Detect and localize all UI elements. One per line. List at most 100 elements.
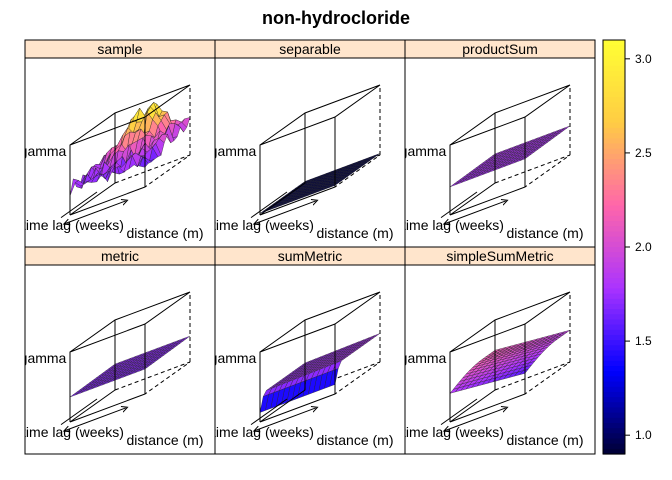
color-key-swatch	[603, 153, 625, 160]
color-key-swatch	[603, 236, 625, 243]
color-key-swatch	[603, 376, 625, 383]
color-key-swatch	[603, 102, 625, 108]
z-axis-label: gamma	[400, 350, 447, 366]
box-edge	[69, 84, 191, 215]
x-axis-arrow	[446, 408, 506, 430]
box-edge-hidden	[114, 154, 191, 188]
color-key-swatch	[603, 138, 625, 145]
color-key-tick-label: 1.5	[635, 334, 652, 348]
color-key-swatch	[603, 210, 625, 217]
color-key-swatch	[603, 143, 625, 150]
color-key-swatch	[603, 55, 625, 62]
x-axis-arrow	[66, 408, 126, 430]
color-key-swatch	[603, 443, 625, 450]
color-key-swatch	[603, 303, 625, 310]
color-key-swatch	[603, 412, 625, 419]
box-edge-hidden	[494, 361, 571, 395]
color-key-swatch	[603, 76, 625, 82]
color-key-swatch	[603, 371, 625, 377]
panel-sumMetric: sumMetric distance (m)time lag (weeks) gam…	[214, 246, 406, 455]
box-edge	[449, 84, 571, 215]
x-axis-arrow	[256, 408, 316, 430]
color-key-swatch	[603, 345, 625, 352]
color-key-swatch	[603, 314, 625, 321]
panel-sample: sample distance (m)time lag (weeks) gamma	[20, 39, 216, 248]
panel-border	[404, 264, 596, 455]
color-key-swatch	[603, 215, 625, 222]
y-axis-label: time lag (weeks)	[402, 217, 504, 233]
y-axis-label: time lag (weeks)	[22, 217, 124, 233]
color-key-swatch	[603, 159, 625, 165]
x-axis-label: distance (m)	[126, 432, 203, 448]
x-axis-arrow	[256, 201, 316, 223]
panel-productSum: productSum distance (m)time lag (weeks) ga…	[400, 39, 596, 248]
panel-simpleSumMetric: simpleSumMetric distance (m)time lag (wee…	[400, 246, 596, 455]
panel-strip-label: simpleSumMetric	[446, 248, 553, 264]
color-key-tick-label: 2.5	[635, 146, 652, 160]
color-key-swatch	[603, 272, 625, 279]
color-key-swatch	[603, 40, 625, 46]
surface-separable	[259, 153, 381, 214]
color-key-swatch	[603, 205, 625, 212]
box-edge-hidden	[494, 154, 571, 188]
color-key-swatch	[603, 293, 625, 300]
z-axis-label: gamma	[20, 143, 67, 159]
color-key-swatch	[603, 164, 625, 170]
color-key-swatch	[603, 267, 625, 274]
y-axis-arrow	[440, 398, 478, 426]
y-axis-arrow	[60, 191, 98, 219]
panel-strip-label: sample	[97, 41, 142, 57]
color-key-swatch	[603, 407, 625, 414]
z-axis-label: gamma	[400, 143, 447, 159]
color-key-swatch	[603, 381, 625, 388]
color-key-swatch	[603, 252, 625, 258]
color-key-swatch	[603, 241, 625, 248]
color-key-swatch	[603, 329, 625, 336]
color-key-swatch	[603, 417, 625, 424]
color-key-swatch	[603, 133, 625, 139]
surface-sample	[69, 102, 191, 196]
box-edge	[259, 84, 381, 215]
color-key-swatch	[603, 174, 625, 181]
color-key-swatch	[603, 309, 625, 315]
y-axis-arrow	[60, 398, 98, 426]
y-axis-arrow	[250, 398, 288, 426]
y-axis-label: time lag (weeks)	[402, 424, 504, 440]
color-key-swatch	[603, 117, 625, 124]
color-key-swatch	[603, 45, 625, 51]
color-key-swatch	[603, 428, 625, 434]
z-axis-label: gamma	[210, 143, 257, 159]
chart-title: non-hydrocloride	[262, 8, 410, 28]
x-axis-label: distance (m)	[126, 225, 203, 241]
box-edge-hidden	[304, 154, 381, 188]
color-key-tick-label: 1.0	[635, 428, 652, 442]
color-key-swatch	[603, 298, 625, 305]
color-key-swatch	[603, 288, 625, 295]
color-key-swatch	[603, 127, 625, 134]
x-axis-arrow	[66, 201, 126, 223]
panel-strip-label: sumMetric	[278, 248, 343, 264]
color-key: 1.0 1.5 2.0 2.5 3.0	[602, 39, 652, 455]
color-key-swatch	[603, 422, 625, 429]
color-key-swatch	[603, 257, 625, 264]
color-key-tick-label: 3.0	[635, 52, 652, 66]
surface-productSum	[449, 125, 571, 188]
color-key-swatch	[603, 231, 625, 238]
color-key-swatch	[603, 319, 625, 326]
color-key-swatch	[603, 200, 625, 207]
color-key-swatch	[603, 386, 625, 393]
color-key-swatch	[603, 366, 625, 372]
x-axis-label: distance (m)	[506, 225, 583, 241]
color-key-swatch	[603, 221, 625, 227]
y-axis-arrow	[250, 191, 288, 219]
color-key-swatch	[603, 334, 625, 341]
surface-sumMetric	[259, 333, 381, 413]
surface-metric	[69, 335, 191, 398]
panel-strip-label: separable	[279, 41, 341, 57]
color-key-swatch	[603, 91, 625, 98]
panel-separable: separable distance (m)time lag (weeks) gam…	[210, 39, 406, 248]
color-key-swatch	[603, 360, 625, 367]
color-key-swatch	[603, 65, 625, 72]
color-key-swatch	[603, 122, 625, 129]
